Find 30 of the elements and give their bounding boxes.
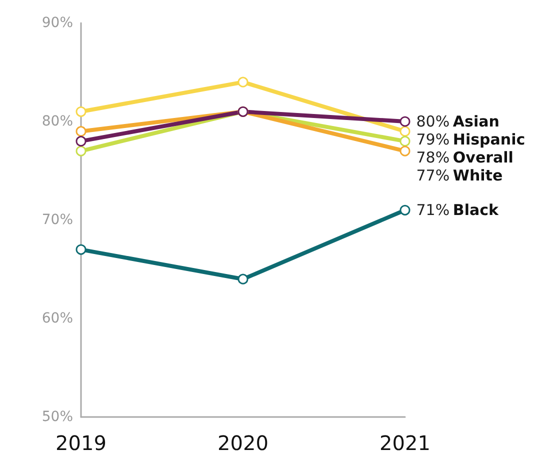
y-tick-label: 70% [42,212,73,228]
point [76,136,86,146]
text: Hispanic [452,130,526,148]
data-label: 79% [416,130,450,148]
x-tick-label: 2020 [218,431,268,455]
x-tick-label: 2021 [380,431,430,455]
y-tick-label: 50% [42,409,73,425]
text: Black [452,201,500,220]
point [238,274,248,284]
point [400,204,410,216]
point [400,136,410,146]
point [76,244,86,255]
point [238,76,248,88]
point [400,116,410,127]
point [400,126,410,137]
text: White [452,166,503,184]
data-label: 77% [416,166,450,184]
point [400,146,410,156]
text: Overall [452,148,514,166]
point [76,146,86,156]
text: Asian [452,112,500,130]
data-label: 78% [416,148,450,166]
data-label: 71% [416,201,450,220]
y-tick-label: 80% [42,114,73,130]
point [76,106,86,117]
x-tick-label: 2019 [56,431,106,455]
y-tick-label: 90% [42,15,73,31]
y-tick-label: 60% [42,310,73,326]
data-label: 80% [416,112,450,130]
point [76,126,86,137]
